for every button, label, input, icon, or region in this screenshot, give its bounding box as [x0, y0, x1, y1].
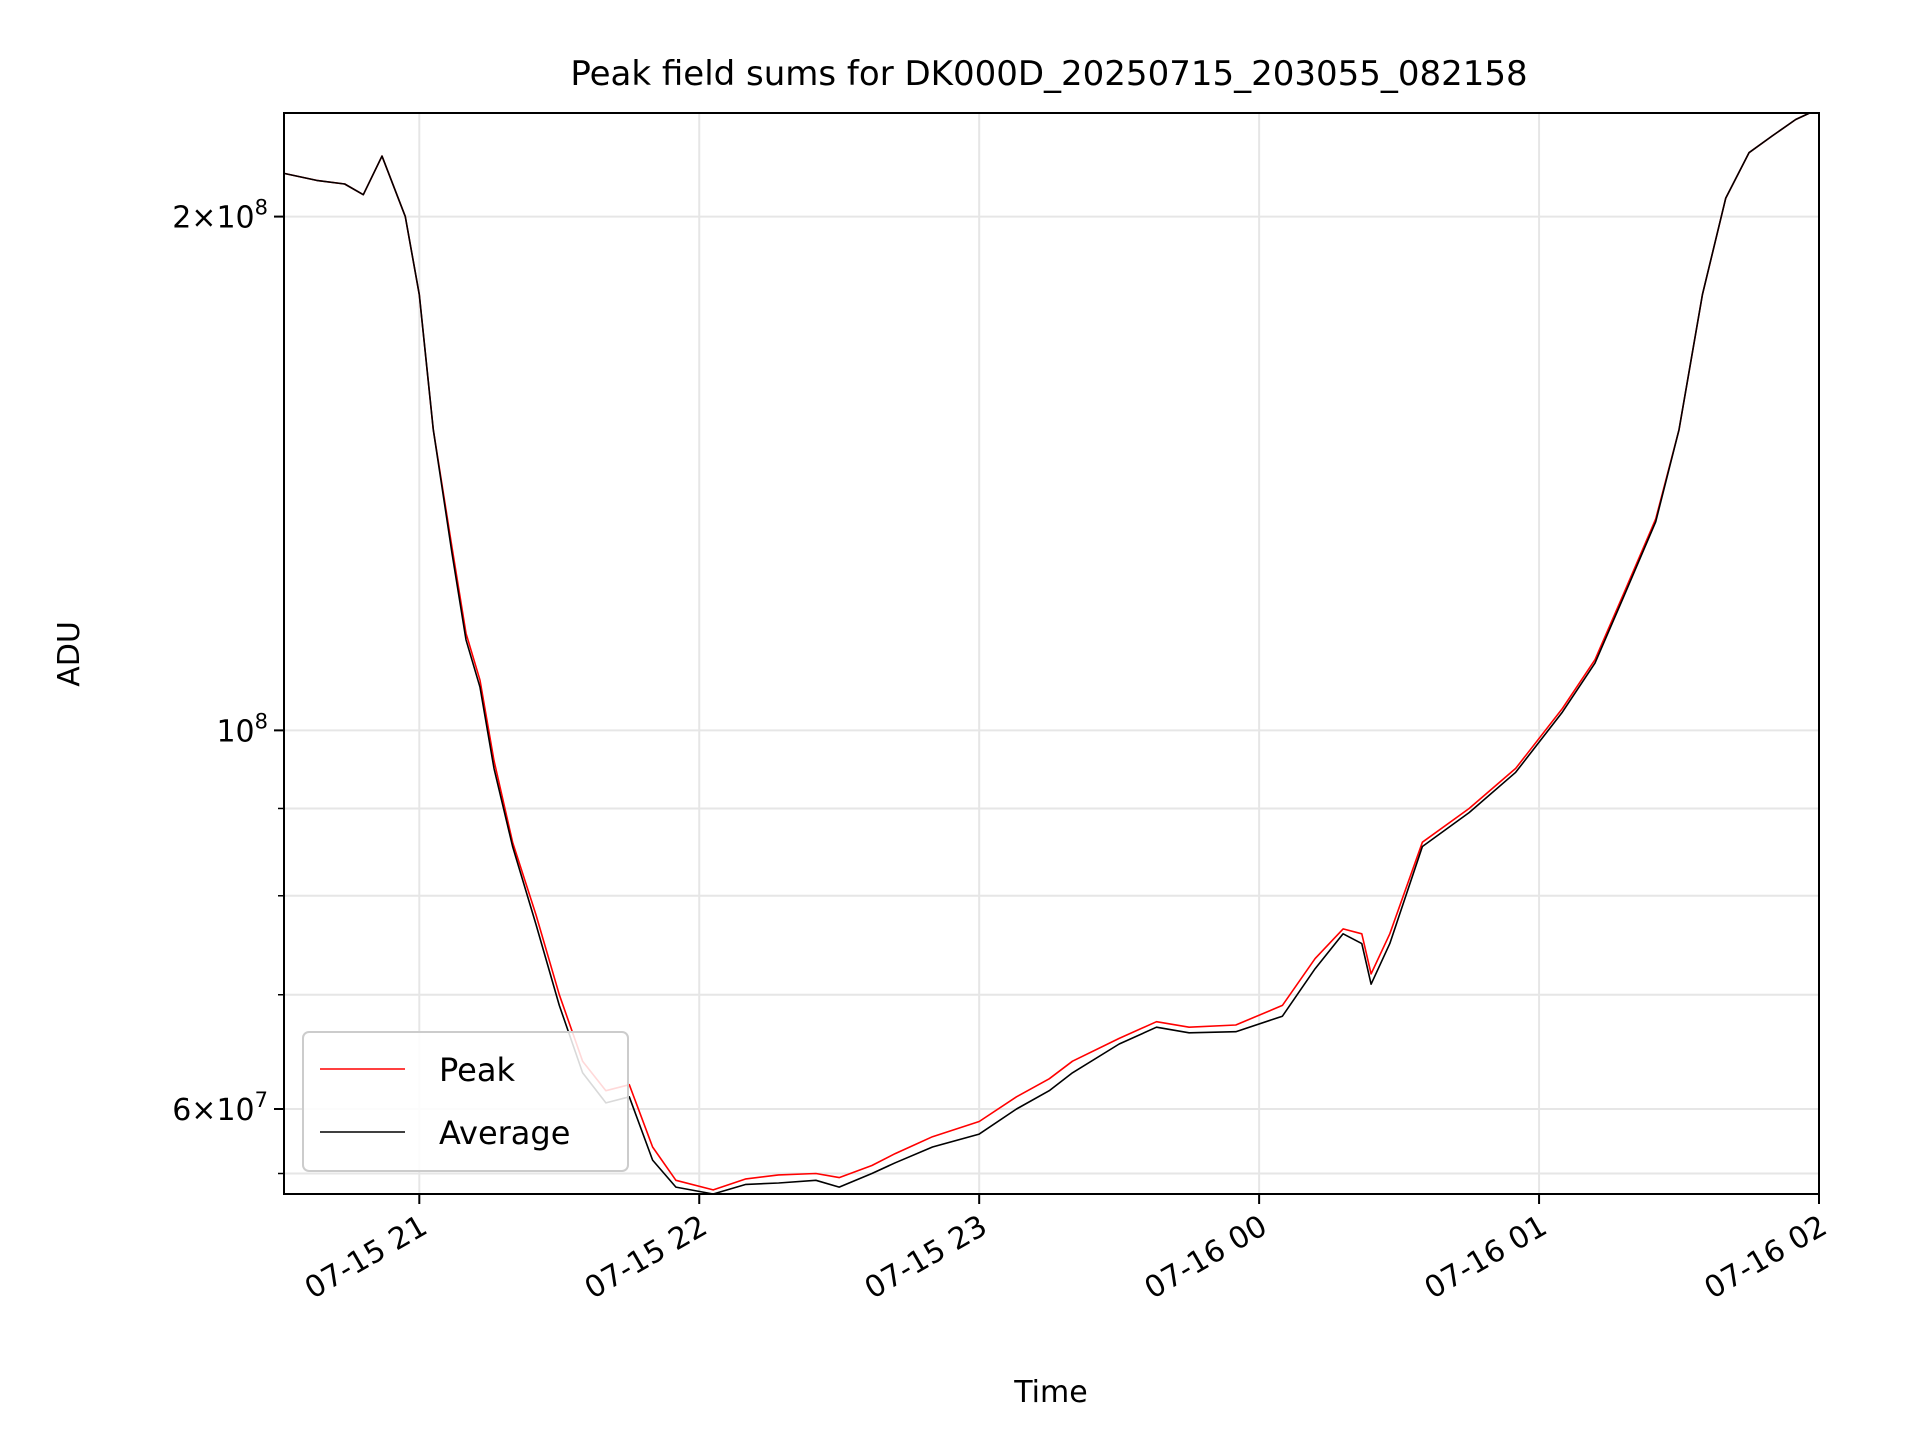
legend-box [302, 1031, 629, 1172]
series-lines [283, 112, 1811, 1195]
series-line-peak [283, 112, 1811, 1191]
y-tick-label: 6×107 [172, 1088, 268, 1128]
grid-lines [284, 113, 1820, 1194]
y-axis-ticks: 6×107 108 2×108 [172, 196, 284, 1175]
legend-peak-label: Peak [439, 1051, 515, 1089]
legend: Peak Average [302, 1031, 629, 1172]
y-axis-label: ADU [52, 621, 87, 687]
legend-average-label: Average [439, 1114, 570, 1152]
y-tick-label: 108 [216, 709, 268, 749]
y-tick-label: 2×108 [172, 196, 268, 236]
series-line-average [283, 112, 1811, 1195]
x-axis-label: Time [1013, 1375, 1087, 1410]
chart-title: Peak field sums for DK000D_20250715_2030… [570, 54, 1527, 94]
plot-area-frame [283, 112, 1820, 1195]
